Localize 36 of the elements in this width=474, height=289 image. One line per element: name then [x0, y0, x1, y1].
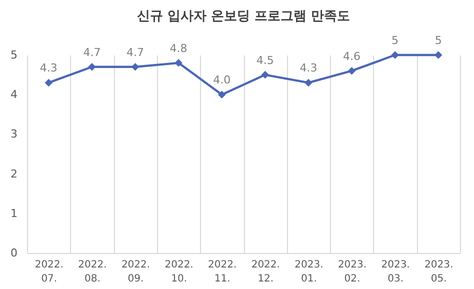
data-label: 4.7 [83, 46, 101, 59]
point [218, 90, 226, 98]
data-label: 4.7 [126, 46, 144, 59]
point [174, 59, 182, 67]
x-tick-label: 2022. 10. [164, 260, 194, 284]
point [261, 70, 270, 79]
x-tick-label: 2023. 02. [338, 260, 367, 284]
y-tick-label: 3 [10, 128, 18, 141]
y-tick-label: 4 [10, 88, 18, 102]
data-label: 4.5 [256, 54, 274, 67]
point [44, 78, 53, 87]
point [88, 63, 96, 71]
point [348, 66, 356, 75]
data-label: 5 [392, 34, 399, 47]
point [131, 63, 140, 71]
y-tick-label: 2 [10, 167, 18, 180]
x-tick-label: 2022. 12. [251, 260, 280, 284]
y-tick-label: 1 [10, 206, 18, 220]
y-tick-label: 5 [10, 48, 18, 62]
chart-title: 신규 입사자 온보딩 프로그램 만족도 [136, 9, 350, 24]
point [391, 51, 399, 59]
x-tick-label: 2022. 09. [121, 260, 150, 284]
data-label: 4.3 [300, 62, 318, 75]
data-label: 4.0 [213, 74, 231, 87]
data-label: 4.8 [170, 42, 188, 55]
point [304, 78, 312, 87]
x-tick-label: 2022. 07. [34, 260, 64, 284]
x-tick-label: 2022. 08. [78, 260, 107, 284]
x-tick-label: 2023. 03. [381, 260, 410, 284]
data-label: 4.6 [343, 50, 360, 63]
x-tick-label: 2023. 01. [294, 260, 324, 284]
y-tick-label: 0 [10, 246, 18, 260]
data-label: 5 [434, 34, 442, 47]
data-label: 4.3 [40, 62, 58, 75]
x-tick-label: 2023. 05. [424, 260, 454, 284]
x-tick-label: 2022. 11. [208, 260, 237, 284]
